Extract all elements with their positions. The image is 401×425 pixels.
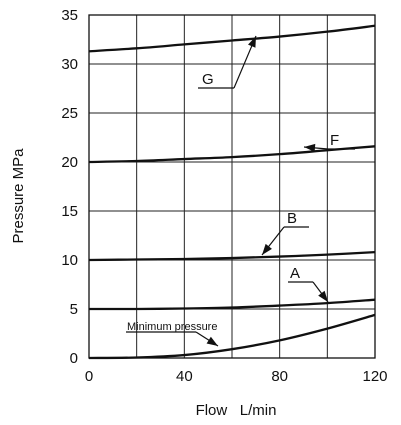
y-tick-label: 35 [61, 7, 78, 24]
series-line-b [88, 251, 376, 262]
y-axis-label: Pressure MPa [10, 148, 27, 244]
y-tick-label: 0 [70, 350, 78, 367]
series-line-a [88, 298, 376, 311]
series-label: F [330, 132, 339, 149]
series-line-g [88, 24, 376, 53]
x-tick-label: 120 [362, 368, 387, 385]
curve-labels: G F B A Minimum pressure [126, 35, 355, 347]
x-tick-label: 80 [271, 368, 288, 385]
series-label: A [290, 265, 300, 282]
y-axis-ticks: 0 5 10 15 20 25 30 35 [61, 7, 78, 367]
curves [88, 24, 376, 360]
arrowhead [304, 143, 316, 152]
arrowhead [206, 336, 218, 346]
x-tick-label: 0 [85, 368, 93, 385]
y-tick-label: 20 [61, 154, 78, 171]
series-label: G [202, 71, 214, 88]
y-tick-label: 10 [61, 252, 78, 269]
y-tick-label: 25 [61, 105, 78, 122]
arrowhead [318, 290, 328, 302]
series-line-minimum-pressure [88, 313, 376, 360]
x-axis-label: Flow L/min [196, 402, 277, 419]
series-label: B [287, 210, 297, 227]
series-label: Minimum pressure [127, 321, 217, 333]
arrowhead [262, 243, 272, 255]
y-tick-label: 15 [61, 203, 78, 220]
arrowhead [248, 36, 256, 48]
x-tick-label: 40 [176, 368, 193, 385]
series-line-f [88, 145, 376, 164]
plot-frame [88, 14, 376, 359]
y-tick-label: 30 [61, 56, 78, 73]
y-tick-label: 5 [70, 301, 78, 318]
x-axis-ticks: 0 40 80 120 [85, 368, 388, 385]
